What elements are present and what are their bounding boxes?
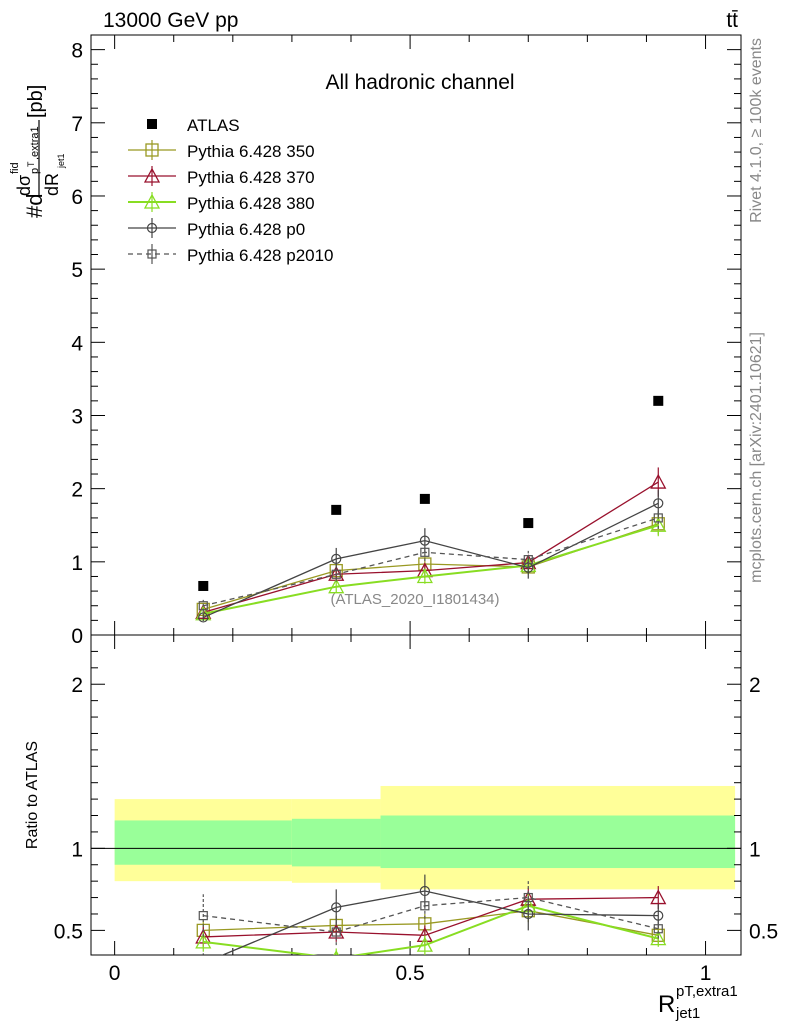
data-point-p2010 [331, 927, 341, 937]
top-series [195, 395, 667, 623]
data-point-p2010 [420, 901, 430, 911]
analysis-label: (ATLAS_2020_I1801434) [330, 591, 499, 608]
data-point-p2010 [653, 924, 663, 934]
data-point-p2010 [523, 555, 533, 565]
data-point-atlas [331, 504, 342, 515]
legend-label-p0: Pythia 6.428 p0 [187, 220, 305, 239]
svg-text:fid: fid [9, 162, 21, 174]
top-ytick-label: 8 [71, 40, 83, 63]
data-point-p0 [331, 553, 342, 565]
rivet-label: Rivet 4.1.0, ≥ 100k events [748, 38, 765, 223]
ratio-ytick-label-left: 1 [71, 838, 83, 861]
legend-marker-atlas [147, 119, 157, 129]
legend-marker-p380 [143, 193, 161, 209]
data-point-p0 [653, 910, 664, 921]
data-point-p380 [195, 933, 212, 949]
data-point-p370 [650, 889, 667, 905]
data-point-p0 [199, 959, 208, 968]
data-point-atlas [198, 580, 209, 591]
data-point-p2010 [653, 513, 663, 523]
data-point-p0 [198, 612, 209, 623]
legend-label-atlas: ATLAS [187, 116, 240, 135]
energy-label: 13000 GeV pp [103, 9, 238, 32]
data-point-p380 [416, 568, 433, 584]
series-line-p2010 [203, 896, 659, 933]
xtick-label-2: 1 [700, 962, 712, 985]
svg-text:dσ: dσ [14, 175, 34, 196]
data-point-p0 [331, 902, 342, 913]
ratio-ytick-label-right: 0.5 [749, 920, 778, 943]
top-ytick-label: 7 [71, 113, 83, 136]
data-point-p380 [328, 578, 345, 594]
top-ylabel: #d dσ fid p T ,extra1 dR jet1 [pb] [9, 85, 66, 218]
data-point-p2010 [198, 911, 208, 921]
process-label: tt̄ [726, 9, 738, 32]
svg-text:p: p [29, 168, 41, 174]
legend-marker-p350 [145, 143, 159, 157]
top-ytick-label: 4 [71, 332, 83, 355]
data-point-p2010 [420, 547, 430, 557]
data-point-p2010 [198, 601, 208, 611]
legend-marker-p0 [146, 222, 158, 234]
ratio-ytick-label-left: 2 [71, 674, 83, 697]
top-ytick-label: 2 [71, 479, 83, 502]
top-ytick-label: 3 [71, 405, 83, 428]
source-label: mcplots.cern.ch [arXiv:2401.10621] [748, 332, 765, 583]
svg-text:jet1: jet1 [675, 1005, 700, 1022]
band-inner-0 [114, 820, 292, 865]
data-point-atlas [419, 493, 430, 504]
svg-text:dR: dR [42, 173, 62, 196]
data-point-p380 [650, 930, 667, 946]
xtick-label-0: 0 [109, 962, 121, 985]
chart-title: All hadronic channel [325, 71, 514, 94]
top-ytick-label: 0 [71, 625, 83, 648]
top-ytick-label: 1 [71, 552, 83, 575]
top-ytick-label: 6 [71, 186, 83, 209]
ratio-ytick-label-right: 1 [749, 838, 761, 861]
ratio-axes: 0.5 0.5 1 1 2 2 0 0.5 1 [54, 635, 778, 985]
uncertainty-bands [91, 785, 741, 890]
svg-text:#d: #d [22, 194, 47, 218]
legend-label-p370: Pythia 6.428 370 [187, 168, 315, 187]
data-point-p2010 [331, 569, 341, 579]
svg-text:jet1: jet1 [56, 153, 66, 169]
top-ytick-label: 5 [71, 259, 83, 282]
svg-text:[pb]: [pb] [25, 85, 47, 118]
data-point-p370 [650, 473, 667, 489]
data-point-p380 [650, 516, 667, 532]
legend-marker-p370 [143, 167, 161, 183]
svg-text:T: T [26, 161, 36, 167]
band-inner-1 [291, 818, 381, 867]
ratio-ytick-label-right: 2 [749, 674, 761, 697]
legend-label-p2010: Pythia 6.428 p2010 [187, 246, 334, 265]
data-point-p0 [419, 885, 430, 897]
series-line-p2010 [203, 517, 659, 607]
data-point-p2010 [523, 892, 533, 903]
top-axes: 0 1 2 3 4 5 6 7 8 [71, 35, 741, 648]
data-point-atlas [653, 395, 664, 406]
data-point-atlas [523, 518, 534, 529]
data-point-p380 [416, 936, 433, 952]
ratio-ytick-label-left: 0.5 [54, 920, 83, 943]
legend-marker-p2010 [147, 249, 157, 259]
ratio-series [195, 874, 667, 968]
data-point-p0 [523, 908, 534, 920]
svg-text:pT,extra1: pT,extra1 [676, 983, 738, 1000]
xtick-label-1: 0.5 [395, 962, 424, 985]
band-inner-2 [380, 815, 736, 869]
legend: ATLAS Pythia 6.428 350 Pythia 6.428 370 Pyt… [128, 116, 334, 265]
ratio-panel-frame [90, 634, 742, 956]
legend-label-p380: Pythia 6.428 380 [187, 194, 315, 213]
ratio-ylabel: Ratio to ATLAS [24, 741, 41, 849]
svg-text:,extra1: ,extra1 [29, 126, 41, 160]
svg-text:R: R [658, 991, 675, 1018]
x-axis-label: R pT,extra1 jet1 [658, 983, 738, 1022]
legend-label-p350: Pythia 6.428 350 [187, 142, 315, 161]
